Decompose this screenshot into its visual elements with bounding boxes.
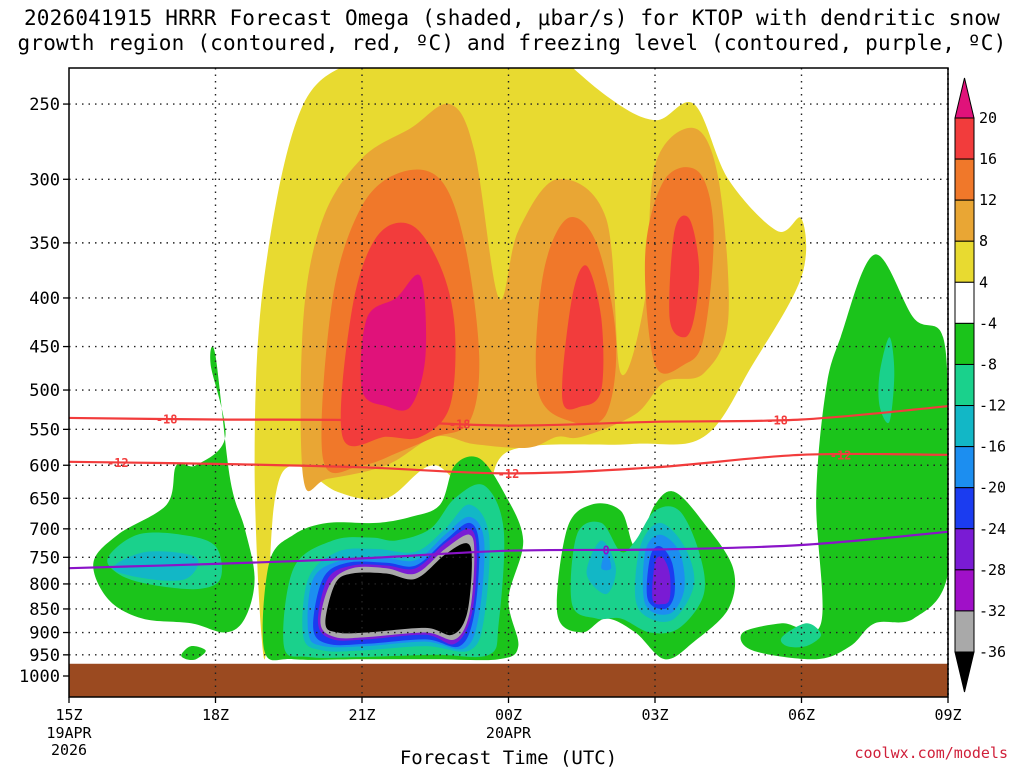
chart-title-line1: 2026041915 HRRR Forecast Omega (shaded, … <box>23 6 1001 30</box>
axes: 250 300 350 400 450 500 550 600 650 700 750 800 850 9… <box>19 67 962 759</box>
contour-layer: -18 -18 -18 -12 -12 -12 0 <box>69 405 948 570</box>
dgz-contour-label: -12 <box>107 456 129 470</box>
y-tick-label: 700 <box>29 520 60 540</box>
credit-link[interactable]: coolwx.com/models <box>854 744 1008 762</box>
colorbar-label: -36 <box>979 643 1006 661</box>
dgz-contour-label: -18 <box>766 413 788 427</box>
colorbar-label: 12 <box>979 191 997 209</box>
colorbar-swatch <box>954 240 975 283</box>
omega-shading-layer <box>93 68 948 661</box>
omega-region-neg4 <box>181 645 206 661</box>
axis-labels: Forecast Time (UTC) <box>400 747 617 768</box>
y-tick-label: 550 <box>29 420 60 440</box>
colorbar-label: 4 <box>979 273 988 291</box>
y-tick-label: 950 <box>29 646 60 666</box>
colorbar-swatch <box>954 446 975 489</box>
y-tick-label: 650 <box>29 489 60 509</box>
colorbar-swatch <box>954 158 975 201</box>
colorbar-label: -16 <box>979 438 1006 456</box>
x-tick-sublabel: 20APR <box>486 724 532 742</box>
colorbar-swatch <box>954 199 975 242</box>
omega-region-neg8 <box>878 337 895 424</box>
dgz-contour-label: -12 <box>830 448 852 462</box>
dgz-contour-line-12 <box>69 452 948 475</box>
colorbar-label: -12 <box>979 397 1006 415</box>
y-tick-label: 350 <box>29 234 60 254</box>
omega-region-pos20 <box>360 274 427 411</box>
dgz-contour-label: -18 <box>449 417 471 431</box>
colorbar-swatch <box>954 117 975 160</box>
omega-region-neg4 <box>740 254 948 660</box>
colorbar-label: -28 <box>979 561 1006 579</box>
colorbar-swatch <box>954 322 975 365</box>
dgz-contour-label: -12 <box>498 467 520 481</box>
colorbar-swatch <box>954 405 975 448</box>
colorbar-label: 20 <box>979 109 997 127</box>
dgz-contour-line-18 <box>69 405 948 427</box>
y-tick-label: 1000 <box>19 667 60 687</box>
colorbar-swatch <box>954 610 975 653</box>
y-tick-label: 850 <box>29 600 60 620</box>
colorbar: 20 16 12 8 4 -4 -8 -12 -16 -20 -24 -28 -32 -36 <box>954 77 1006 693</box>
omega-region-neg28 <box>652 556 671 605</box>
x-tick-label: 09Z <box>934 706 961 724</box>
y-tick-label: 500 <box>29 381 60 401</box>
colorbar-label: -20 <box>979 479 1006 497</box>
colorbar-swatch <box>954 569 975 612</box>
omega-region-pos16 <box>561 265 604 410</box>
colorbar-label: -32 <box>979 602 1006 620</box>
chart-title-line2: growth region (contoured, red, ºC) and f… <box>17 31 1007 55</box>
freezing-level-label: 0 <box>603 543 610 557</box>
y-tick-label: 900 <box>29 624 60 644</box>
y-tick-label: 300 <box>29 170 60 190</box>
colorbar-swatch <box>954 363 975 407</box>
omega-region-neg8 <box>780 623 821 648</box>
x-tick-label: 15Z <box>55 706 82 724</box>
colorbar-label: -24 <box>979 520 1006 538</box>
omega-region-neg16 <box>601 551 612 571</box>
gridlines <box>69 68 948 697</box>
x-tick-sublabel: 19APR <box>46 724 92 742</box>
x-axis-title: Forecast Time (UTC) <box>400 747 617 768</box>
y-tick-label: 450 <box>29 338 60 358</box>
omega-region-neg36 <box>325 543 472 636</box>
colorbar-label: -8 <box>979 355 997 373</box>
chart-title: 2026041915 HRRR Forecast Omega (shaded, … <box>0 6 1024 56</box>
colorbar-swatch <box>954 281 975 324</box>
y-tick-label: 250 <box>29 95 60 115</box>
x-tick-label: 00Z <box>495 706 522 724</box>
x-tick-label: 21Z <box>348 706 375 724</box>
y-tick-label: 750 <box>29 548 60 568</box>
colorbar-arrow-bottom <box>954 651 975 693</box>
y-tick-label: 400 <box>29 289 60 309</box>
colorbar-label: 8 <box>979 232 988 250</box>
colorbar-label: -4 <box>979 314 997 332</box>
colorbar-arrow-top <box>954 77 975 119</box>
x-tick-sublabel: 2026 <box>51 741 87 759</box>
freezing-level-line <box>69 530 948 570</box>
y-tick-label: 800 <box>29 575 60 595</box>
dgz-contour-label: -18 <box>156 412 178 426</box>
y-tick-label: 600 <box>29 456 60 476</box>
colorbar-label: 16 <box>979 150 997 168</box>
omega-region-pos16 <box>669 215 700 338</box>
colorbar-swatch <box>954 487 975 530</box>
x-tick-label: 18Z <box>202 706 229 724</box>
x-tick-label: 06Z <box>788 706 815 724</box>
colorbar-swatch <box>954 528 975 571</box>
x-tick-label: 03Z <box>641 706 668 724</box>
